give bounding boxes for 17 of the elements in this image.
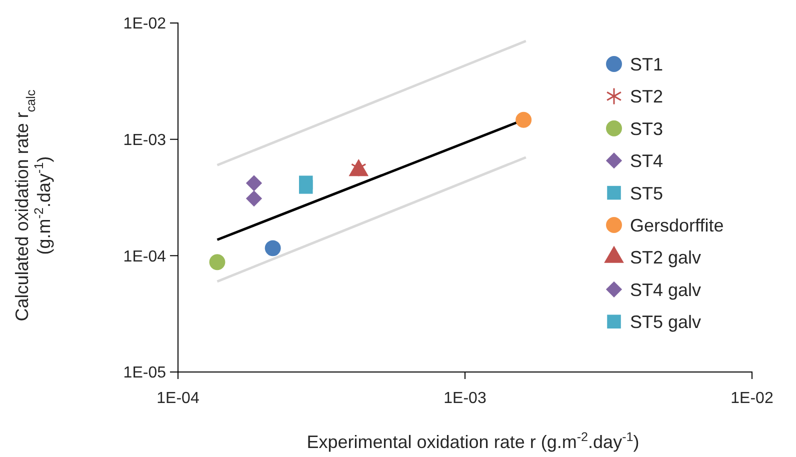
legend-label: ST4 xyxy=(630,151,664,172)
x-axis-title: Experimental oxidation rate r (g.m$^{-2}$.day$^{-1}$) xyxy=(306,430,640,452)
x-tick-label: 1E-03 xyxy=(444,390,486,407)
legend-label: ST2 xyxy=(630,86,664,107)
legend-label: ST4 galv xyxy=(630,280,702,300)
y-tick-label: 1E-05 xyxy=(123,364,166,382)
y-tick-label: 1E-03 xyxy=(123,132,166,149)
x-tick-label: 1E-02 xyxy=(730,390,774,407)
legend-label: ST3 xyxy=(630,118,664,139)
legend-label: ST5 galv xyxy=(630,312,702,332)
x-tick-label: 1E-04 xyxy=(156,390,200,407)
y-tick-label: 1E-04 xyxy=(123,248,166,266)
legend-label: Gersdorffite xyxy=(630,215,724,236)
legend-label: ST2 galv xyxy=(630,248,702,268)
legend-label: ST5 xyxy=(630,183,664,204)
y-tick-label: 1E-02 xyxy=(123,16,166,33)
legend-label: ST1 xyxy=(630,54,664,74)
